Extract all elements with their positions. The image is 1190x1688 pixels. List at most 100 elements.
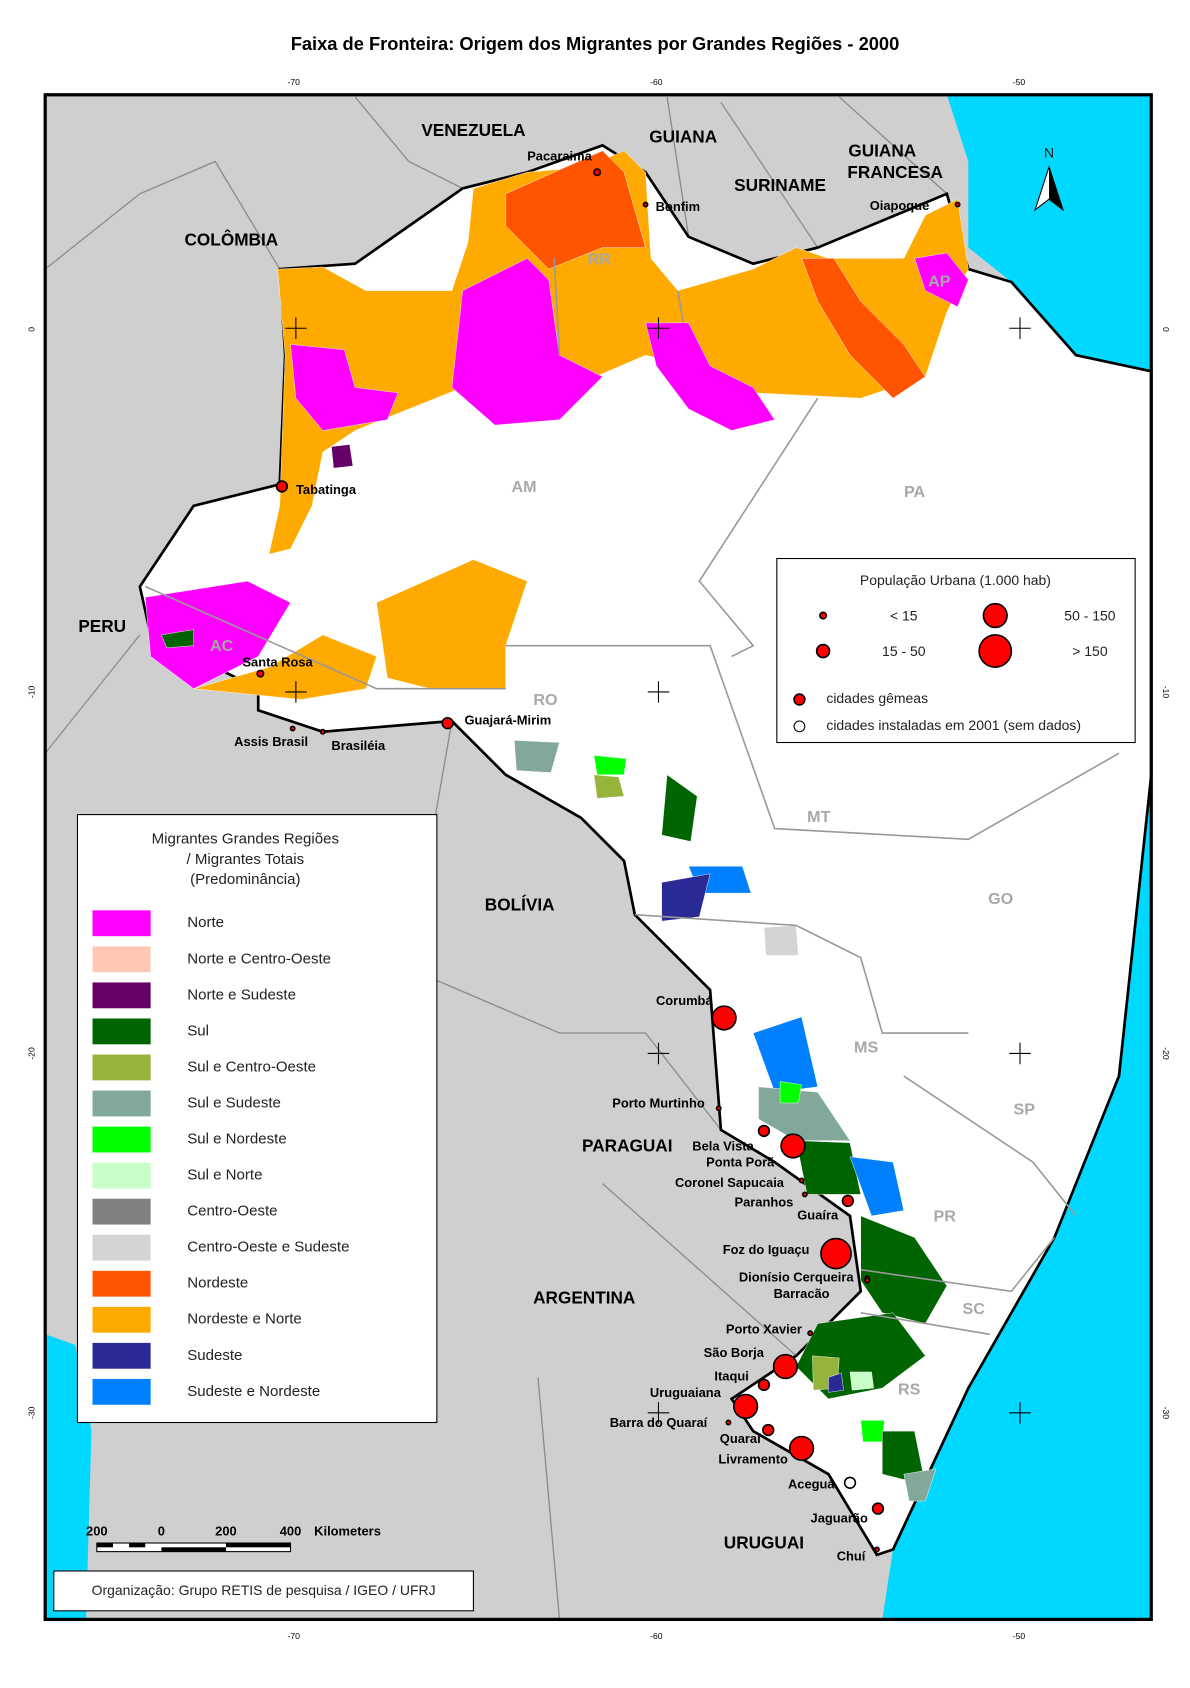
city-label: Porto Murtinho bbox=[612, 1095, 705, 1110]
legend-swatch bbox=[92, 946, 151, 973]
state-label: RO bbox=[533, 691, 557, 709]
legend-label: Sul e Nordeste bbox=[187, 1131, 287, 1148]
country-label: SURINAME bbox=[734, 175, 826, 195]
city-dot bbox=[757, 1124, 771, 1138]
legend-swatch bbox=[92, 1342, 151, 1369]
legend-title: / Migrantes Totais bbox=[186, 851, 304, 868]
city-label: Itaqui bbox=[714, 1369, 748, 1384]
region bbox=[661, 774, 698, 842]
state-label: AM bbox=[511, 478, 536, 496]
city-label: Brasiléia bbox=[331, 738, 386, 753]
city-dot bbox=[772, 1353, 799, 1380]
country-label: PERU bbox=[78, 616, 126, 636]
latitude-label: -30 bbox=[1161, 1407, 1171, 1420]
city-label: São Borja bbox=[704, 1345, 765, 1360]
scale-bar: 200 0 200 400 Kilometers bbox=[86, 1524, 381, 1553]
legend-label: cidades instaladas em 2001 (sem dados) bbox=[826, 717, 1081, 733]
region bbox=[290, 344, 399, 431]
city-dot bbox=[780, 1133, 806, 1159]
region bbox=[268, 150, 969, 555]
city-dot bbox=[725, 1419, 732, 1426]
migrant-legend-items: Migrantes Grandes Regiões / Migrantes Tot… bbox=[92, 830, 349, 1405]
region bbox=[193, 634, 377, 700]
graticule-cross bbox=[285, 681, 307, 703]
state-label: PA bbox=[904, 483, 926, 501]
region bbox=[593, 755, 627, 776]
city-label: Tabatinga bbox=[296, 482, 357, 497]
graticule-cross bbox=[647, 1402, 670, 1424]
legend-label: Norte e Sudeste bbox=[187, 986, 296, 1003]
credit: Organização: Grupo RETIS de pesquisa / I… bbox=[92, 1582, 436, 1598]
graticule-cross bbox=[1009, 1042, 1031, 1065]
region bbox=[331, 444, 354, 469]
legend-label: Sul bbox=[187, 1022, 209, 1039]
legend-title: População Urbana (1.000 hab) bbox=[860, 572, 1051, 588]
region bbox=[376, 559, 528, 689]
city-label: Porto Xavier bbox=[726, 1321, 802, 1336]
legend-dot bbox=[978, 634, 1013, 669]
city-dot bbox=[711, 1005, 737, 1031]
latitude-label: 0 bbox=[27, 327, 37, 332]
legend-class-label: < 15 bbox=[890, 607, 918, 623]
city-label: Coronel Sapucaia bbox=[675, 1175, 785, 1190]
region bbox=[779, 1081, 802, 1104]
graticule-cross bbox=[647, 681, 670, 703]
state-label: GO bbox=[988, 890, 1013, 908]
city-label: Santa Rosa bbox=[242, 654, 313, 669]
region bbox=[451, 258, 603, 426]
longitude-label: -50 bbox=[1013, 1631, 1026, 1641]
city-dot bbox=[864, 1277, 871, 1284]
population-legend-items: < 15 15 - 50 50 - 150 > 150 cidades gêmeas ci… bbox=[793, 602, 1116, 733]
graticule-cross bbox=[285, 317, 307, 340]
legend-label: Sul e Norte bbox=[187, 1167, 262, 1184]
region bbox=[161, 629, 194, 649]
map-frame bbox=[43, 93, 1153, 1622]
city-dot bbox=[873, 1546, 880, 1553]
city-dot bbox=[843, 1476, 857, 1489]
legend-title: (Predominância) bbox=[190, 871, 300, 888]
city-label: Guaíra bbox=[797, 1207, 839, 1222]
legend-dot bbox=[793, 720, 806, 733]
legend-label: Norte bbox=[187, 914, 224, 931]
city-label: Uruguaiana bbox=[650, 1385, 722, 1400]
city-label: Pacaraima bbox=[527, 149, 592, 164]
city-dot bbox=[642, 201, 649, 208]
city-label: Livramento bbox=[718, 1452, 788, 1467]
region bbox=[645, 322, 776, 431]
region bbox=[903, 1468, 937, 1502]
state-label: MS bbox=[854, 1038, 878, 1056]
latitude-label: -10 bbox=[27, 686, 37, 699]
country-label: ARGENTINA bbox=[533, 1287, 635, 1307]
country-label: COLÔMBIA bbox=[185, 230, 279, 250]
city-dot bbox=[762, 1423, 775, 1437]
legend-label: Sul e Centro-Oeste bbox=[187, 1058, 316, 1075]
city-dot bbox=[841, 1194, 855, 1208]
graticule: -70 -60 -50 -70 -60 -50 0 -10 -20 -30 0 -10 -20 -30 bbox=[27, 77, 1171, 1641]
city-label: Bonfim bbox=[656, 199, 700, 214]
city-label: Aceguá bbox=[788, 1476, 835, 1491]
region bbox=[849, 1156, 905, 1217]
city-label: Ponta Porã bbox=[706, 1155, 775, 1170]
legend-dot bbox=[819, 611, 828, 620]
scale-label: 0 bbox=[158, 1524, 165, 1539]
longitude-label: -70 bbox=[288, 1631, 301, 1641]
region bbox=[661, 873, 711, 922]
regions bbox=[145, 150, 969, 1502]
city-dot bbox=[715, 1105, 722, 1112]
city-dot bbox=[820, 1237, 852, 1270]
legend-dot bbox=[815, 643, 831, 659]
legend-dot bbox=[982, 602, 1008, 629]
city-label: Barra do Quaraí bbox=[610, 1415, 708, 1430]
legend-class-label: 15 - 50 bbox=[882, 643, 926, 659]
country-label: GUIANA bbox=[848, 140, 916, 160]
city-label: Jaguarão bbox=[811, 1511, 869, 1526]
legend-swatch bbox=[92, 1306, 151, 1333]
legend-swatch bbox=[92, 1018, 151, 1045]
legend-dot bbox=[793, 693, 806, 706]
region bbox=[145, 580, 291, 689]
city-dot bbox=[788, 1435, 815, 1461]
region bbox=[828, 1372, 844, 1393]
region bbox=[849, 1371, 874, 1391]
